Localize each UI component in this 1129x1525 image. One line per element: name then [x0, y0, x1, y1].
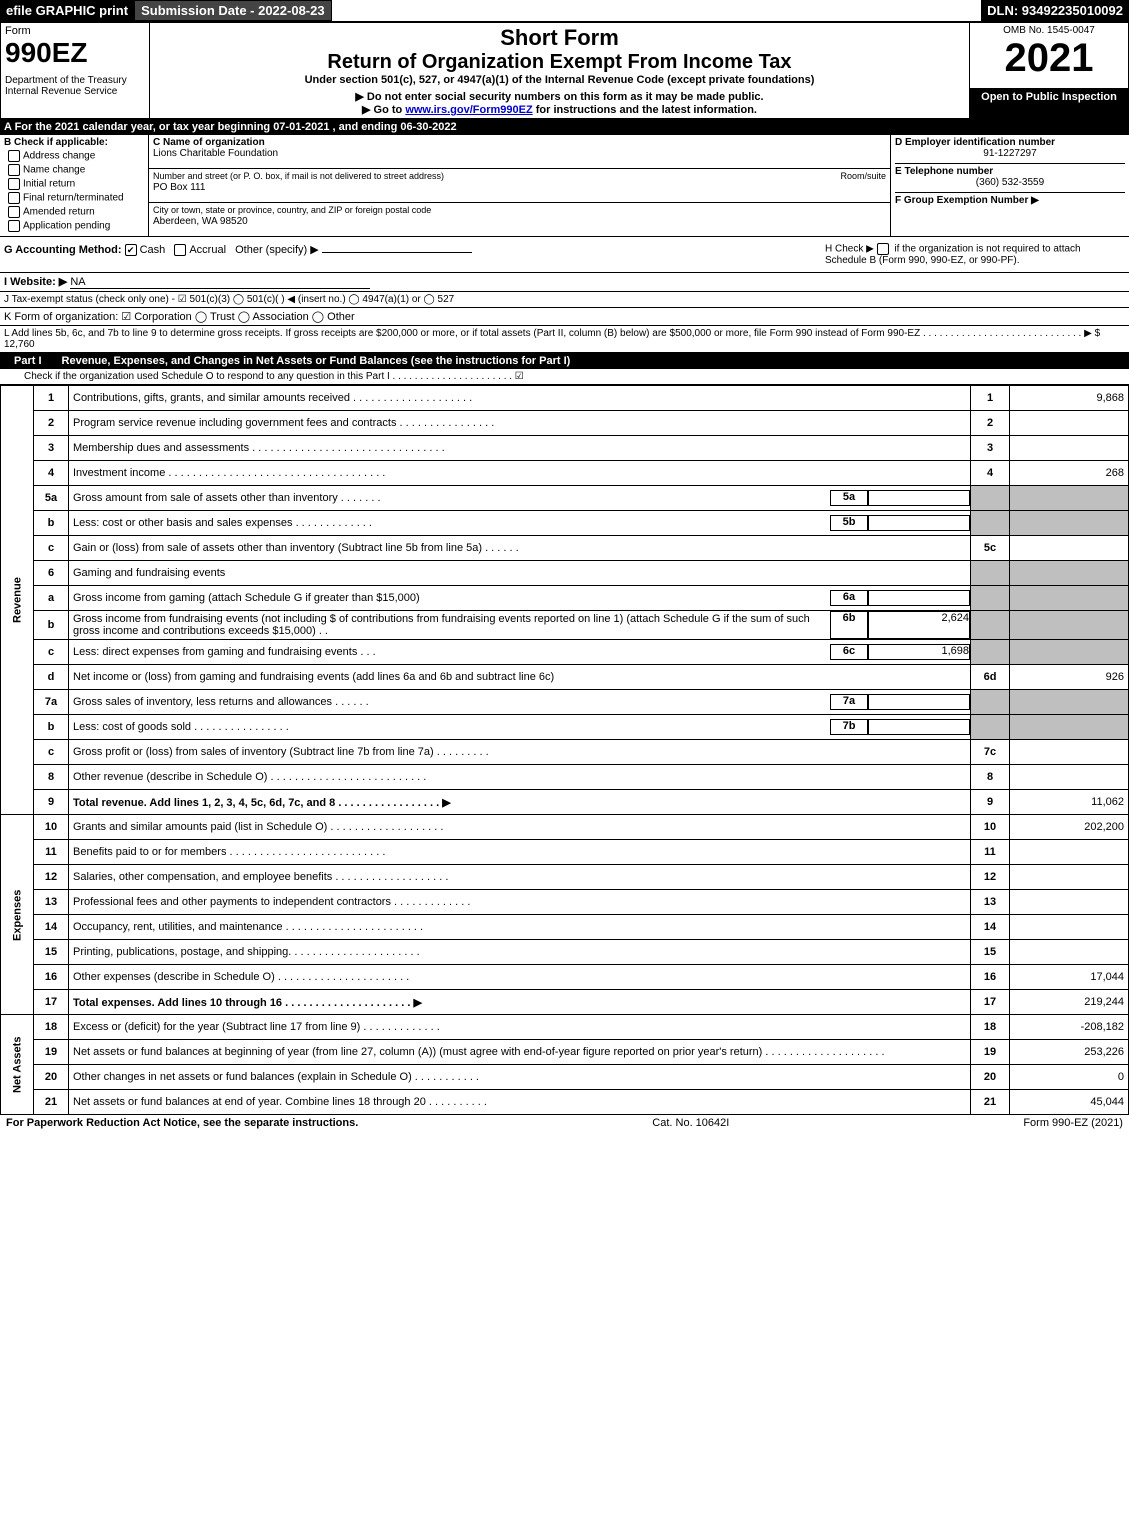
c-label: C Name of organization: [153, 137, 265, 148]
note-ssn: ▶ Do not enter social security numbers o…: [154, 90, 965, 103]
b-options: Address change Name change Initial retur…: [4, 150, 144, 232]
efile-print[interactable]: efile GRAPHIC print: [0, 0, 134, 21]
title-short-form: Short Form: [154, 25, 965, 51]
cb-address[interactable]: [8, 150, 20, 162]
row-l: L Add lines 5b, 6c, and 7b to line 9 to …: [0, 326, 1129, 353]
dept-1: Department of the Treasury: [5, 75, 145, 86]
cb-name[interactable]: [8, 164, 20, 176]
subtitle: Under section 501(c), 527, or 4947(a)(1)…: [154, 74, 965, 86]
dln: DLN: 93492235010092: [981, 0, 1129, 21]
form-header: Form 990EZ Department of the Treasury In…: [0, 22, 1129, 119]
d-label: D Employer identification number: [895, 137, 1125, 148]
section-netassets: Net Assets: [1, 1015, 34, 1115]
section-expenses: Expenses: [1, 815, 34, 1015]
footer-right: Form 990-EZ (2021): [1023, 1117, 1123, 1129]
cb-final[interactable]: [8, 192, 20, 204]
row-g-h: G Accounting Method: Cash Accrual Other …: [0, 237, 1129, 273]
e-label: E Telephone number: [895, 163, 1125, 177]
cb-initial[interactable]: [8, 178, 20, 190]
footer-left: For Paperwork Reduction Act Notice, see …: [6, 1117, 358, 1129]
cb-pending[interactable]: [8, 220, 20, 232]
open-public: Open to Public Inspection: [970, 88, 1129, 119]
g-label: G Accounting Method:: [4, 244, 122, 256]
form-id: 990EZ: [5, 37, 145, 69]
title-return: Return of Organization Exempt From Incom…: [154, 51, 965, 74]
footer-mid: Cat. No. 10642I: [652, 1117, 729, 1129]
row-k: K Form of organization: ☑ Corporation ◯ …: [0, 308, 1129, 326]
submission-date: Submission Date - 2022-08-23: [134, 0, 332, 21]
city-label: City or town, state or province, country…: [153, 205, 431, 215]
cb-schedb[interactable]: [877, 243, 889, 255]
part-1-header: Part I Revenue, Expenses, and Changes in…: [0, 353, 1129, 369]
form-label: Form: [5, 25, 145, 37]
dept-2: Internal Revenue Service: [5, 86, 145, 97]
row-j: J Tax-exempt status (check only one) - ☑…: [0, 292, 1129, 308]
room-label: Room/suite: [840, 171, 886, 181]
cb-cash[interactable]: [125, 244, 137, 256]
top-bar: efile GRAPHIC print Submission Date - 20…: [0, 0, 1129, 22]
org-name: Lions Charitable Foundation: [153, 148, 278, 159]
website: NA: [70, 276, 85, 288]
b-label: B Check if applicable:: [4, 137, 144, 148]
row-a: A For the 2021 calendar year, or tax yea…: [0, 119, 1129, 135]
omb-number: OMB No. 1545-0047: [974, 25, 1124, 36]
street-label: Number and street (or P. O. box, if mail…: [153, 171, 444, 181]
info-block: B Check if applicable: Address change Na…: [0, 135, 1129, 237]
row-i: I Website: ▶ NA: [0, 273, 1129, 292]
tax-year: 2021: [974, 36, 1124, 81]
ein: 91-1227297: [895, 148, 1125, 159]
part-1-sub: Check if the organization used Schedule …: [0, 369, 1129, 385]
note-link: ▶ Go to www.irs.gov/Form990EZ for instru…: [154, 103, 965, 116]
city: Aberdeen, WA 98520: [153, 216, 248, 227]
section-revenue: Revenue: [1, 386, 34, 815]
f-label: F Group Exemption Number ▶: [895, 192, 1125, 206]
lines-table: Revenue 1Contributions, gifts, grants, a…: [0, 385, 1129, 1115]
row-h: H Check ▶ if the organization is not req…: [825, 243, 1125, 266]
footer: For Paperwork Reduction Act Notice, see …: [0, 1115, 1129, 1131]
cb-accrual[interactable]: [174, 244, 186, 256]
street: PO Box 111: [153, 182, 205, 193]
irs-link[interactable]: www.irs.gov/Form990EZ: [405, 104, 532, 116]
cb-amended[interactable]: [8, 206, 20, 218]
phone: (360) 532-3559: [895, 177, 1125, 188]
